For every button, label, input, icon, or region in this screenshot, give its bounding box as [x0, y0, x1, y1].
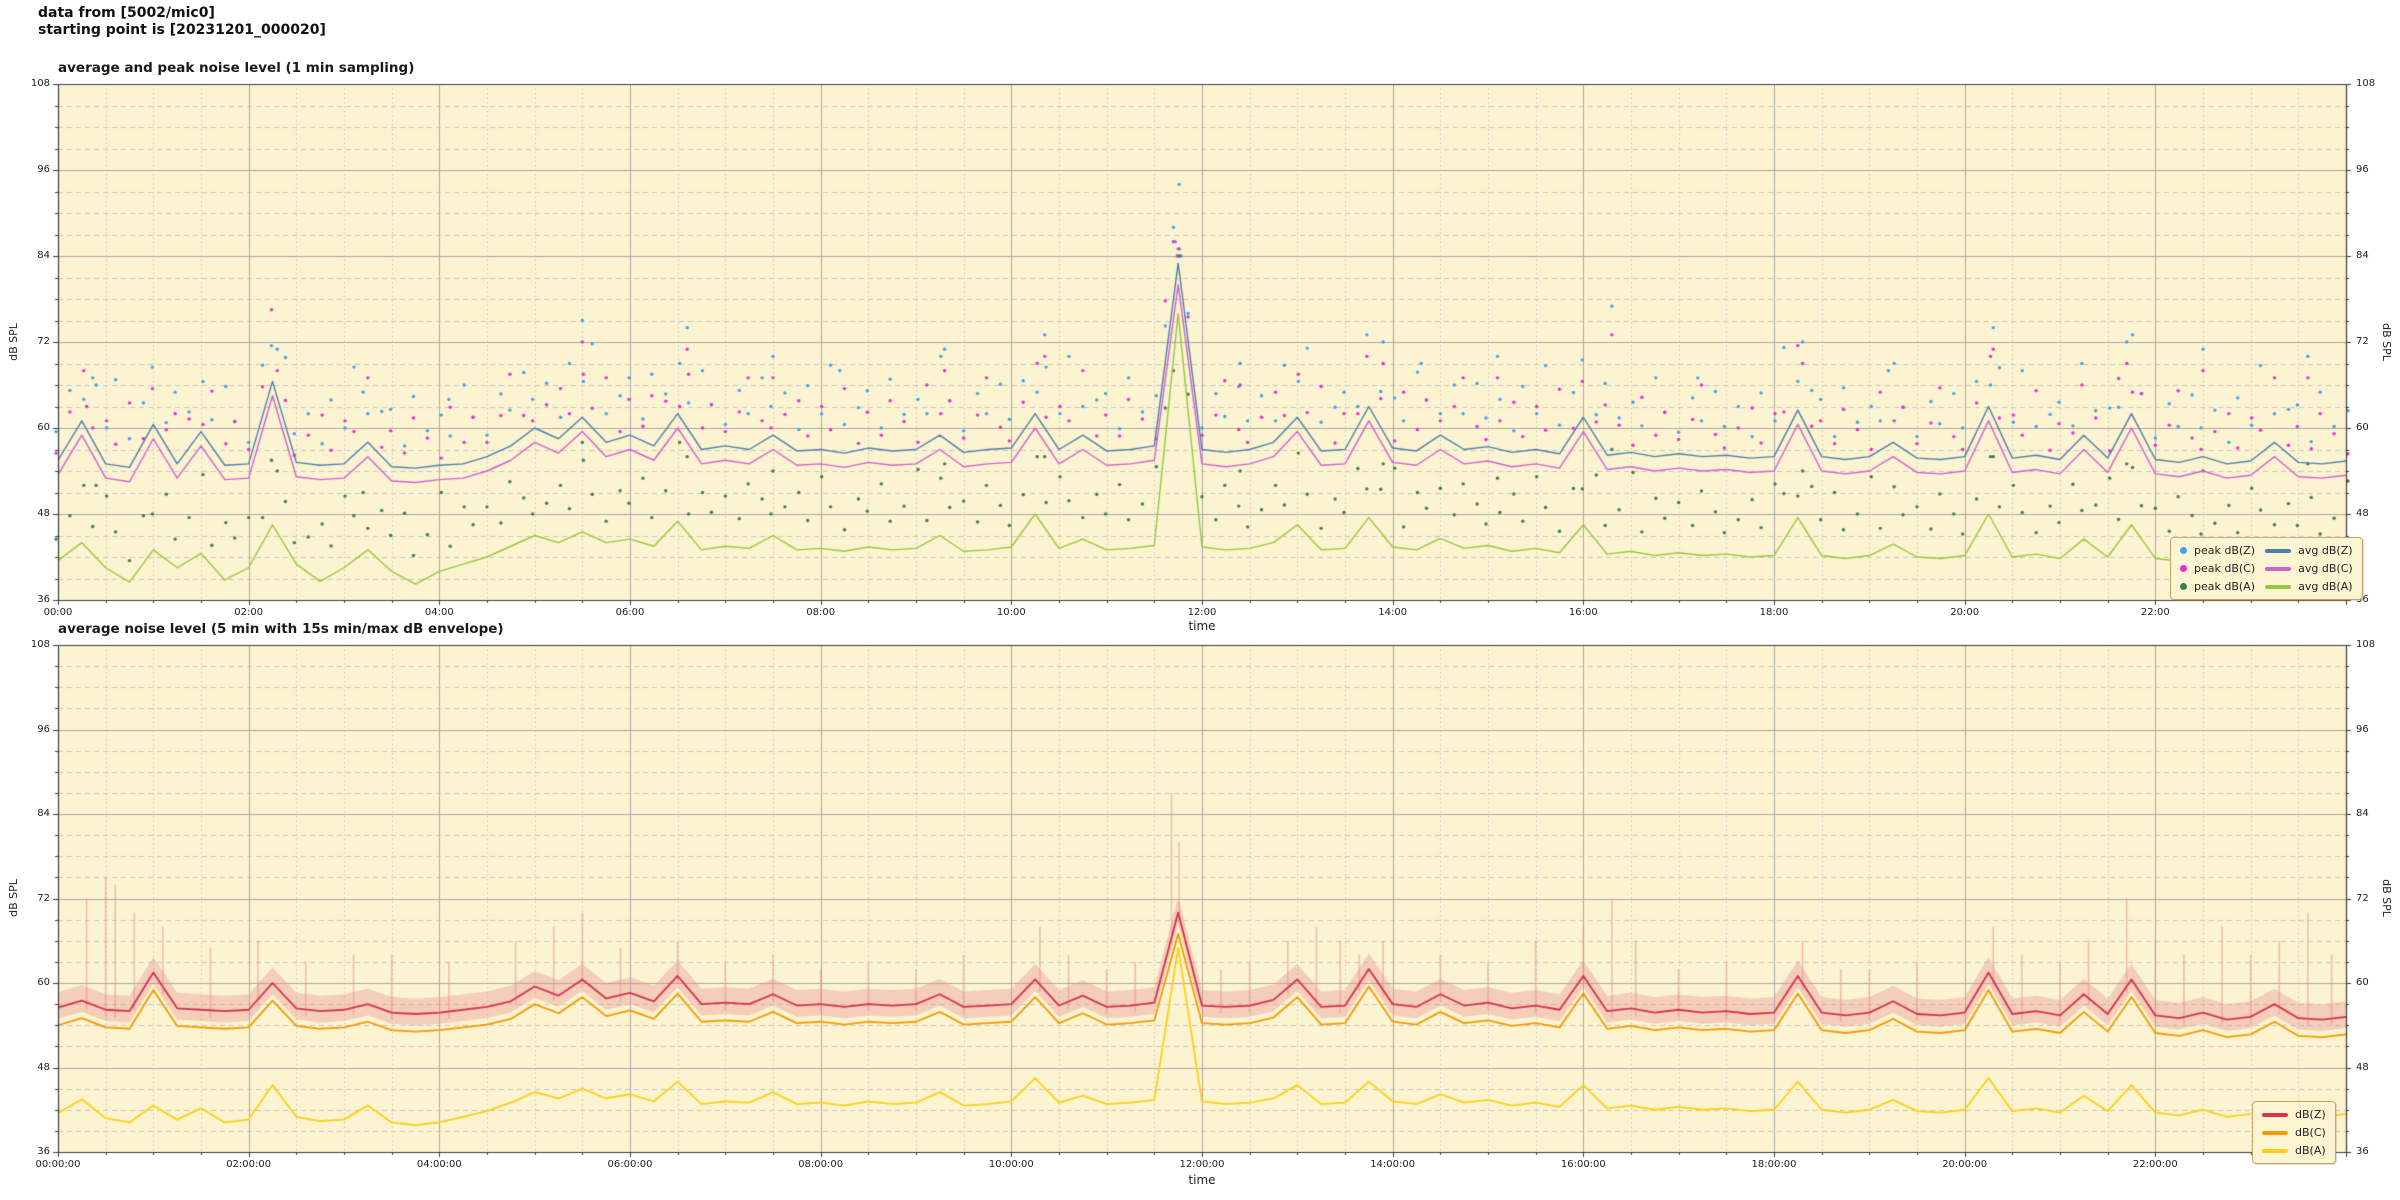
bottom-x-tick-label: 04:00:00: [416, 1159, 462, 1170]
top-y-tick-label-left: 48: [37, 508, 50, 519]
header-line-2: starting point is [20231201_000020]: [38, 22, 326, 38]
avg-dbc-swatch: [2265, 566, 2292, 571]
bottom-y-tick-label-left: 60: [37, 977, 50, 988]
top-x-tick-label: 16:00: [1568, 607, 1598, 618]
bottom-y-tick-label-left: 48: [37, 1061, 50, 1073]
top-x-tick-label: 06:00: [615, 607, 645, 618]
bottom-y-tick-label-right: 72: [2356, 892, 2369, 904]
legend-label: peak dB(A): [2194, 580, 2255, 593]
top-y-tick-label-right: 72: [2356, 336, 2369, 347]
top-x-tick-label: 18:00: [1759, 607, 1789, 618]
top-x-tick-label: 22:00: [2140, 607, 2170, 618]
legend-item: dB(C): [2262, 1125, 2326, 1140]
legend-item: dB(Z): [2262, 1107, 2326, 1122]
legend-label: dB(A): [2295, 1144, 2326, 1157]
top-y-tick-label-left: 108: [30, 78, 50, 89]
legend-item: dB(A): [2262, 1143, 2326, 1158]
bottom-x-tick-label: 14:00:00: [1370, 1159, 1416, 1170]
bottom-chart-title: average noise level (5 min with 15s min/…: [58, 621, 504, 637]
legend-label: avg dB(Z): [2298, 544, 2353, 557]
legend-label: avg dB(A): [2298, 580, 2353, 593]
top-y-tick-label-right: 108: [2356, 78, 2376, 89]
top-y-tick-label-right: 36: [2356, 594, 2369, 605]
top-y-tick-label-right: 48: [2356, 508, 2369, 519]
bottom-x-tick-label: 06:00:00: [607, 1159, 653, 1170]
legend-item: avg dB(Z): [2265, 543, 2353, 558]
header-line-1: data from [5002/mic0]: [38, 5, 215, 21]
top-x-tick-label: 02:00: [234, 607, 264, 618]
top-x-tick-label: 04:00: [424, 607, 454, 618]
top-y-tick-label-right: 96: [2356, 164, 2369, 175]
avg-dba-swatch: [2265, 584, 2292, 589]
peak-dba-marker: [2180, 583, 2187, 590]
legend-item: peak dB(A): [2180, 579, 2255, 594]
legend-peak-column: peak dB(Z) peak dB(C) peak dB(A): [2180, 543, 2255, 594]
legend-label: dB(Z): [2295, 1108, 2326, 1121]
legend-label: peak dB(C): [2194, 562, 2256, 575]
top-chart-title: average and peak noise level (1 min samp…: [58, 60, 415, 76]
peak-dbc-marker: [2180, 565, 2187, 572]
top-x-axis-label: time: [1188, 619, 1216, 633]
bottom-x-tick-label: 02:00:00: [226, 1159, 272, 1170]
bottom-y-tick-label-left: 72: [37, 892, 50, 904]
top-y-tick-label-right: 60: [2356, 422, 2369, 433]
top-x-tick-label: 14:00: [1378, 607, 1408, 618]
bottom-y-tick-label-left: 84: [37, 808, 50, 819]
bottom-chart-legend: dB(Z) dB(C) dB(A): [2252, 1101, 2336, 1164]
legend-item: avg dB(C): [2265, 561, 2353, 576]
top-y-tick-label-left: 84: [37, 250, 50, 261]
top-y-tick-label-left: 36: [37, 594, 50, 605]
legend-avg-column: avg dB(Z) avg dB(C) avg dB(A): [2265, 543, 2353, 594]
top-x-tick-label: 08:00: [806, 607, 836, 618]
legend-label: peak dB(Z): [2194, 544, 2256, 557]
top-x-tick-label: 10:00: [996, 607, 1026, 618]
legend-item: avg dB(A): [2265, 579, 2353, 594]
legend-label: dB(C): [2295, 1126, 2326, 1139]
bottom-x-axis-label: time: [1188, 1173, 1216, 1187]
dba-swatch: [2262, 1148, 2288, 1153]
bottom-y-tick-label-right: 108: [2356, 639, 2376, 650]
legend-item: peak dB(C): [2180, 561, 2255, 576]
top-y-tick-label-right: 84: [2356, 250, 2369, 261]
top-y-tick-label-left: 60: [37, 422, 50, 433]
bottom-x-tick-label: 16:00:00: [1560, 1159, 1606, 1170]
header: data from [5002/mic0] starting point is …: [38, 5, 326, 39]
top-y-tick-label-left: 96: [37, 164, 50, 175]
bottom-x-tick-label: 10:00:00: [988, 1159, 1034, 1170]
bottom-y-tick-label-right: 36: [2356, 1146, 2369, 1157]
legend-item: peak dB(Z): [2180, 543, 2255, 558]
top-x-tick-label: 20:00: [1950, 607, 1980, 618]
bottom-x-tick-label: 00:00:00: [35, 1159, 81, 1170]
avg-dbz-swatch: [2265, 548, 2292, 553]
dbc-swatch: [2262, 1130, 2288, 1135]
bottom-x-tick-label: 08:00:00: [798, 1159, 844, 1170]
top-chart-legend: peak dB(Z) peak dB(C) peak dB(A) avg dB(…: [2170, 537, 2363, 600]
bottom-x-tick-label: 22:00:00: [2132, 1159, 2178, 1170]
top-x-tick-label: 12:00: [1187, 607, 1217, 618]
bottom-y-tick-label-right: 96: [2356, 723, 2369, 735]
dbz-swatch: [2262, 1112, 2288, 1117]
bottom-y-tick-label-right: 60: [2356, 977, 2369, 988]
bottom-y-tick-label-right: 48: [2356, 1061, 2369, 1073]
bottom-y-tick-label-left: 108: [30, 639, 50, 650]
legend-column: dB(Z) dB(C) dB(A): [2262, 1107, 2326, 1158]
top-y-tick-label-left: 72: [37, 336, 50, 347]
bottom-x-tick-label: 18:00:00: [1751, 1159, 1797, 1170]
legend-label: avg dB(C): [2298, 562, 2353, 575]
bottom-x-tick-label: 20:00:00: [1942, 1159, 1988, 1170]
bottom-y-tick-label-left: 96: [37, 723, 50, 735]
bottom-y-tick-label-right: 84: [2356, 808, 2369, 819]
bottom-x-tick-label: 12:00:00: [1179, 1159, 1225, 1170]
peak-dbz-marker: [2180, 547, 2187, 554]
bottom-y-tick-label-left: 36: [37, 1146, 50, 1157]
top-x-tick-label: 00:00: [43, 607, 73, 618]
